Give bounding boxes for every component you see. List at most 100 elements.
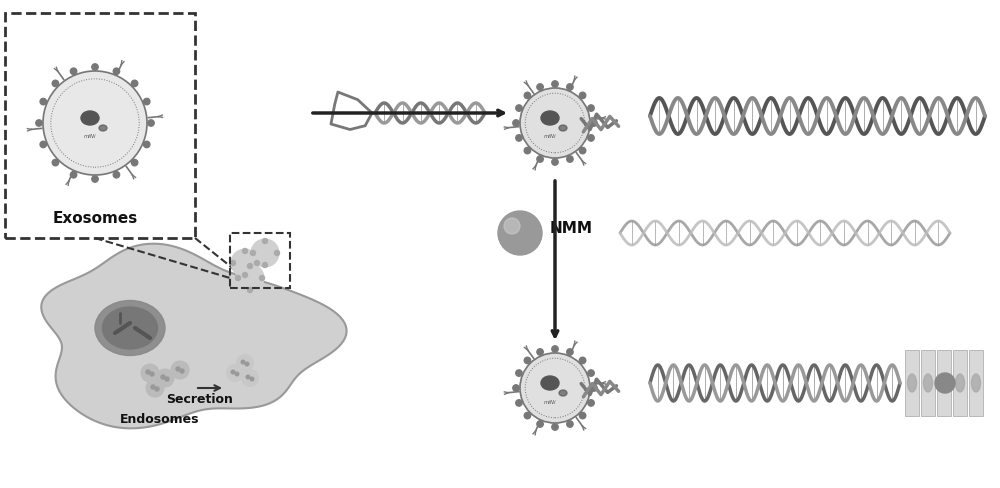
Text: NMM: NMM — [550, 221, 593, 236]
Circle shape — [588, 135, 594, 141]
Circle shape — [243, 248, 248, 253]
Circle shape — [262, 239, 268, 244]
Circle shape — [236, 264, 264, 292]
Circle shape — [537, 421, 543, 427]
Circle shape — [504, 218, 520, 234]
Polygon shape — [953, 350, 967, 416]
Circle shape — [92, 176, 98, 182]
Ellipse shape — [81, 111, 99, 125]
Text: Exosomes: Exosomes — [52, 211, 138, 226]
Circle shape — [588, 400, 594, 406]
Circle shape — [567, 421, 573, 427]
Circle shape — [513, 385, 519, 391]
Circle shape — [591, 120, 597, 126]
Circle shape — [552, 424, 558, 430]
Circle shape — [591, 385, 597, 391]
Circle shape — [524, 412, 531, 419]
Ellipse shape — [924, 374, 933, 392]
Circle shape — [250, 250, 255, 256]
Circle shape — [241, 360, 245, 364]
Circle shape — [231, 249, 259, 277]
Circle shape — [246, 375, 250, 379]
Ellipse shape — [956, 374, 965, 392]
Circle shape — [40, 141, 46, 148]
Circle shape — [516, 105, 522, 111]
Circle shape — [248, 287, 252, 292]
Circle shape — [516, 400, 522, 406]
Circle shape — [579, 147, 586, 154]
Circle shape — [248, 264, 252, 268]
Circle shape — [180, 369, 184, 373]
Polygon shape — [905, 350, 919, 416]
Circle shape — [524, 92, 531, 99]
Circle shape — [92, 64, 98, 70]
Circle shape — [161, 375, 165, 379]
Ellipse shape — [95, 301, 165, 355]
Circle shape — [113, 172, 120, 178]
Ellipse shape — [541, 376, 559, 390]
Circle shape — [251, 239, 279, 267]
Circle shape — [231, 370, 235, 374]
Circle shape — [43, 71, 147, 175]
Circle shape — [171, 361, 189, 379]
Circle shape — [235, 372, 239, 376]
Ellipse shape — [559, 390, 567, 396]
Circle shape — [146, 370, 150, 374]
Circle shape — [36, 120, 42, 126]
Circle shape — [254, 261, 260, 265]
Polygon shape — [969, 350, 983, 416]
Circle shape — [144, 99, 150, 105]
Circle shape — [567, 84, 573, 90]
Polygon shape — [921, 350, 935, 416]
Ellipse shape — [99, 125, 107, 131]
Circle shape — [236, 276, 240, 281]
Circle shape — [141, 364, 159, 382]
Circle shape — [935, 373, 955, 393]
Circle shape — [552, 346, 558, 352]
Circle shape — [230, 261, 236, 265]
Polygon shape — [41, 244, 347, 428]
Ellipse shape — [908, 374, 917, 392]
Circle shape — [260, 276, 264, 281]
Ellipse shape — [559, 125, 567, 131]
Circle shape — [537, 84, 543, 90]
Circle shape — [52, 160, 59, 166]
Circle shape — [537, 349, 543, 355]
Circle shape — [250, 377, 254, 381]
Circle shape — [131, 80, 138, 86]
Text: miNi: miNi — [84, 135, 96, 140]
Circle shape — [226, 365, 244, 382]
Circle shape — [40, 99, 46, 105]
Circle shape — [245, 362, 249, 366]
Circle shape — [165, 377, 169, 381]
Circle shape — [579, 92, 586, 99]
Circle shape — [567, 349, 573, 355]
Ellipse shape — [940, 374, 949, 392]
Circle shape — [242, 369, 258, 386]
Circle shape — [579, 412, 586, 419]
Circle shape — [176, 367, 180, 371]
Circle shape — [588, 370, 594, 376]
Text: miNi: miNi — [544, 135, 556, 140]
Polygon shape — [937, 350, 951, 416]
Circle shape — [52, 80, 59, 86]
Circle shape — [552, 81, 558, 87]
Circle shape — [155, 387, 159, 391]
Circle shape — [131, 160, 138, 166]
Circle shape — [243, 272, 248, 278]
Circle shape — [537, 156, 543, 162]
Circle shape — [520, 88, 590, 158]
Circle shape — [262, 263, 268, 267]
Circle shape — [513, 120, 519, 126]
Circle shape — [151, 385, 155, 389]
Circle shape — [588, 105, 594, 111]
Circle shape — [70, 172, 77, 178]
Text: Endosomes: Endosomes — [120, 413, 200, 426]
Ellipse shape — [972, 374, 981, 392]
Circle shape — [113, 68, 120, 75]
Circle shape — [237, 354, 254, 371]
Circle shape — [552, 159, 558, 165]
Circle shape — [156, 369, 174, 387]
Ellipse shape — [103, 307, 158, 349]
Circle shape — [146, 379, 164, 397]
